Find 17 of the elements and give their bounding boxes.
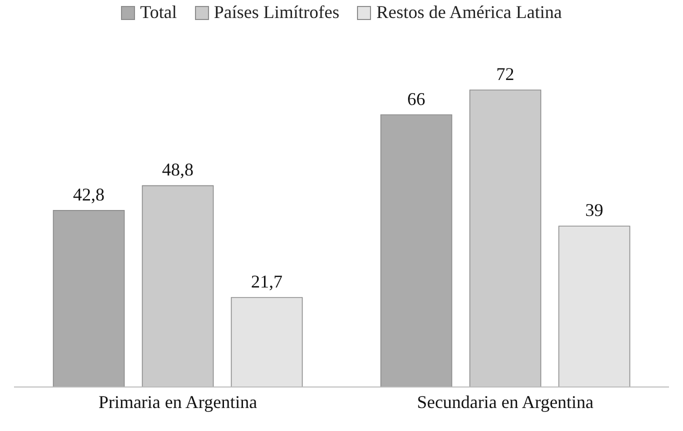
data-label: 66 bbox=[407, 88, 426, 109]
data-label: 48,8 bbox=[162, 160, 194, 180]
data-label: 42,8 bbox=[73, 184, 105, 204]
x-tick-label: Primaria en Argentina bbox=[98, 392, 258, 412]
x-tick-label: Secundaria en Argentina bbox=[416, 392, 594, 412]
legend-label: Restos de América Latina bbox=[375, 2, 562, 23]
bar bbox=[230, 297, 303, 388]
legend-label: Total bbox=[139, 2, 177, 23]
data-label: 21,7 bbox=[251, 271, 283, 292]
bar bbox=[142, 185, 214, 388]
legend-label: Países Limítrofes bbox=[212, 2, 340, 23]
bar bbox=[469, 90, 542, 388]
data-label: 39 bbox=[585, 200, 604, 220]
bar bbox=[558, 226, 630, 388]
bar bbox=[52, 210, 125, 388]
data-label: 72 bbox=[496, 64, 514, 84]
bar bbox=[380, 114, 452, 388]
